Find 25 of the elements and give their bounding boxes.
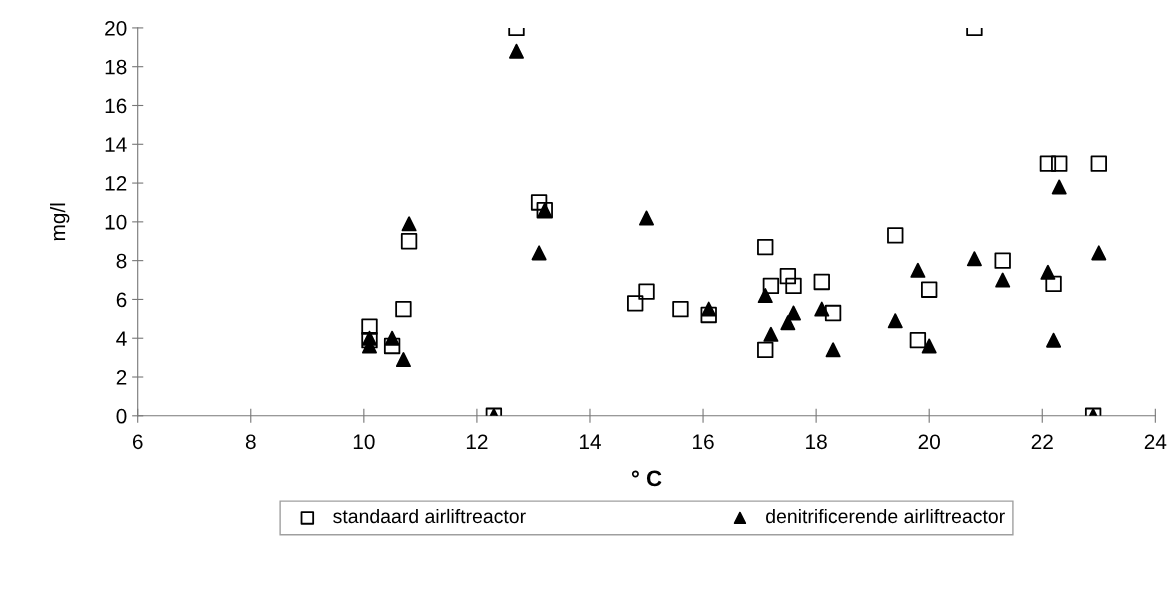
y-tick-label: 14 <box>105 137 127 152</box>
y-tick-label: 0 <box>116 408 127 424</box>
x-tick-label: 16 <box>693 434 714 450</box>
y-tick-label: 2 <box>116 370 127 385</box>
x-tick-label: 8 <box>245 434 256 450</box>
y-tick-label: 8 <box>116 253 127 269</box>
y-tick-label: 10 <box>105 214 127 230</box>
x-tick-label: 6 <box>132 434 143 450</box>
y-tick-label: 4 <box>116 331 127 346</box>
y-axis-title: mg/l <box>49 203 70 241</box>
y-tick-label: 16 <box>105 98 127 114</box>
legend-label: standaard airliftreactor <box>333 508 526 524</box>
x-tick-label: 24 <box>1144 434 1167 449</box>
x-tick-label: 14 <box>579 434 601 449</box>
x-tick-label: 12 <box>466 434 488 449</box>
x-tick-label: 10 <box>353 434 375 450</box>
legend-label: denitrificerende airliftreactor <box>766 508 1005 524</box>
y-tick-label: 6 <box>116 292 127 308</box>
y-tick-label: 20 <box>105 20 127 36</box>
x-tick-label: 22 <box>1031 434 1053 449</box>
y-tick-label: 12 <box>105 176 127 191</box>
x-tick-label: 18 <box>806 434 827 450</box>
x-tick-label: 20 <box>918 434 940 450</box>
y-tick-label: 18 <box>105 59 127 75</box>
x-axis-title: ° C <box>631 470 662 487</box>
